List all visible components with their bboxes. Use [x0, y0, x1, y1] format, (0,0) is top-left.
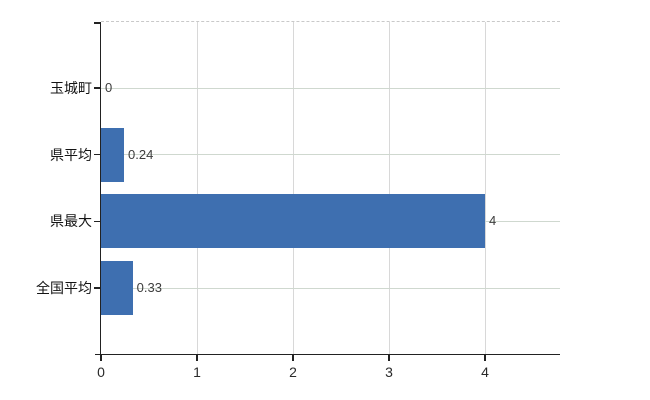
h-gridline-row1 — [101, 154, 560, 156]
data-label-県平均: 0.24 — [128, 146, 154, 162]
x-tick-3 — [388, 354, 390, 361]
y-tick-row2 — [93, 220, 100, 223]
x-tick-1 — [196, 354, 198, 361]
data-label-全国平均: 0.33 — [136, 280, 162, 296]
x-tick-0 — [100, 354, 102, 361]
data-label-玉城町: 0 — [105, 80, 113, 95]
bar-県最大 — [101, 194, 485, 249]
x-tick-2 — [292, 354, 294, 361]
x-tick-label-4: 4 — [481, 363, 489, 380]
x-axis-line — [94, 353, 560, 356]
x-tick-4 — [484, 354, 486, 361]
x-tick-label-2: 2 — [289, 363, 297, 380]
y-tick-row0 — [93, 87, 100, 89]
x-tick-label-1: 1 — [193, 363, 201, 380]
category-label-玉城町: 玉城町 — [50, 80, 92, 96]
h-gridline-row3 — [101, 287, 560, 289]
y-axis-top-cap — [93, 22, 100, 24]
x-tick-label-0: 0 — [97, 363, 105, 380]
v-gridline-3 — [388, 22, 390, 355]
y-axis-line — [99, 22, 101, 355]
x-tick-label-3: 3 — [385, 363, 393, 380]
bar-全国平均 — [101, 261, 133, 316]
plot-top-border — [101, 21, 560, 22]
y-tick-row3 — [93, 287, 100, 289]
category-label-県最大: 県最大 — [50, 213, 92, 230]
y-tick-row1 — [93, 153, 100, 156]
bar-県平均 — [101, 127, 125, 182]
data-label-県最大: 4 — [489, 213, 497, 229]
v-gridline-4 — [484, 22, 486, 355]
category-label-県平均: 県平均 — [50, 146, 92, 163]
category-label-全国平均: 全国平均 — [36, 280, 92, 297]
v-gridline-2 — [292, 22, 294, 355]
v-gridline-1 — [196, 22, 198, 355]
h-gridline-row0 — [101, 87, 560, 89]
